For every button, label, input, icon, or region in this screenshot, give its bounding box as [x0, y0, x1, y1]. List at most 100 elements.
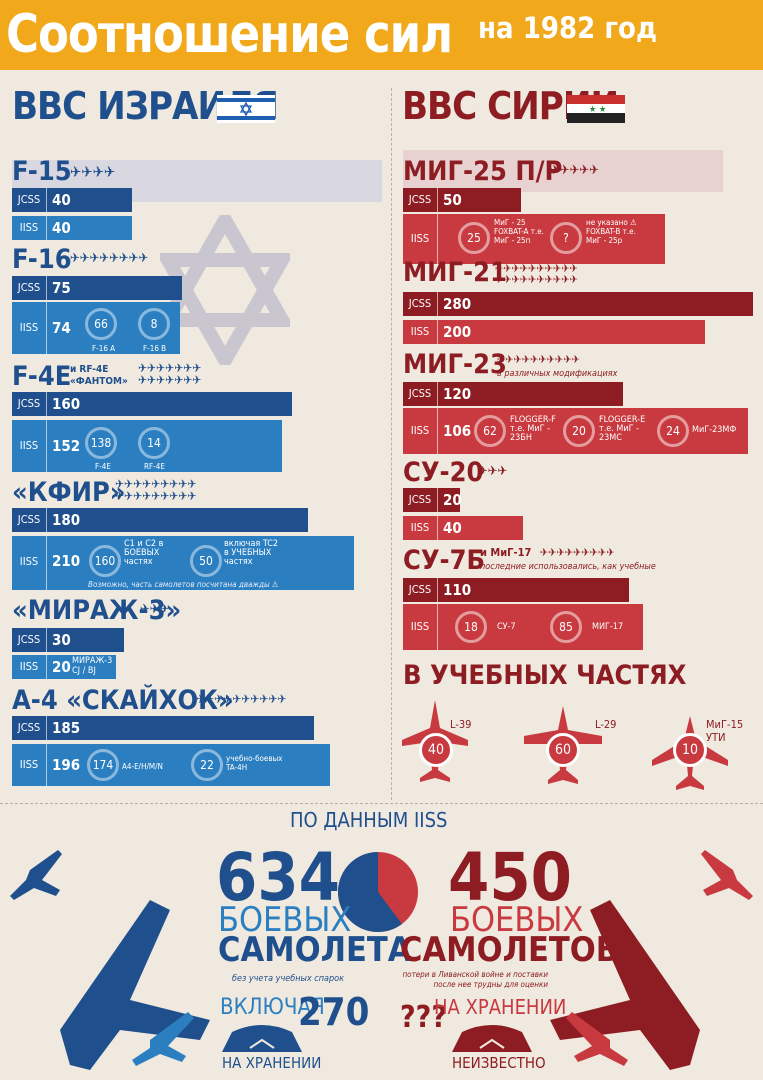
mig21-jcss-bar: JCSS 280 [403, 292, 753, 316]
a4-label: A4-E/H/M/N [122, 762, 163, 771]
mig23-jcss-bar: JCSS 120 [403, 382, 623, 406]
a4-iiss-bar: IISS 196 [12, 744, 330, 786]
section-divider [0, 803, 763, 804]
mig23-title: МИГ-23 [403, 349, 507, 380]
mig23mf-label: МиГ-23МФ [692, 425, 737, 435]
mig23-suffix: в различных модификациях [497, 369, 618, 379]
israel-storage-label: НА ХРАНЕНИИ [222, 1054, 322, 1072]
f16-title: F-16 [12, 244, 72, 275]
f4e-jets-icon: ✈✈✈✈✈✈✈ ✈✈✈✈✈✈✈ [138, 361, 202, 387]
l29-label: L-29 [595, 718, 617, 731]
su7b-iiss-bar: IISS [403, 604, 643, 650]
mirage-jcss-bar: JCSS 30 [12, 628, 124, 652]
page-year: на 1982 год [478, 11, 658, 45]
su7b-jets-icon: ✈✈✈✈✈✈✈✈✈ [540, 546, 615, 559]
a4-title: А-4 «СКАЙХОК» [12, 685, 234, 716]
syria-flag-icon: ★ ★ [567, 95, 625, 123]
syria-total: 450 [448, 839, 572, 916]
column-divider [391, 88, 392, 800]
svg-text:★: ★ [589, 105, 596, 115]
f4e-jcss-bar: JCSS 160 [12, 392, 292, 416]
f16-jets-icon: ✈✈✈✈✈✈✈✈ [70, 251, 149, 266]
ta4-ring: 22 [191, 749, 223, 781]
mig23bn-label: FLOGGER-F т.е. МиГ - 23БН [510, 415, 556, 443]
mig23-jets-icon: ✈✈✈✈✈✈✈✈✈✈ [497, 353, 580, 366]
kfir-training-ring: 50 [190, 545, 222, 577]
kfir-iiss-bar: IISS 210 [12, 536, 354, 590]
mig17-ring: 85 [550, 611, 582, 643]
kfir-training-label: включая TC2 в УЧЕБНЫХ частях [224, 539, 279, 567]
l39-ring: 40 [419, 733, 453, 767]
mig21-jets-icon: ✈✈✈✈✈✈✈✈✈✈ ✈✈✈✈✈✈✈✈✈✈ [495, 262, 578, 286]
syria-word2: САМОЛЕТОВ [400, 930, 620, 970]
israel-storage: 270 [298, 990, 370, 1034]
syria-storage-head: НА ХРАНЕНИИ [434, 995, 567, 1019]
mig21-iiss-bar: IISS 200 [403, 320, 705, 344]
syria-storage-label: НЕИЗВЕСТНО [452, 1054, 546, 1072]
page-title: Соотношение сил [6, 3, 453, 65]
f4e-suffix: и RF-4E «ФАНТОМ» [70, 364, 128, 387]
kfir-jets-icon: ✈✈✈✈✈✈✈✈✈ ✈✈✈✈✈✈✈✈✈ [115, 477, 197, 503]
svg-text:★: ★ [599, 105, 606, 115]
a4-jets-icon: ✈✈✈✈✈✈✈✈✈✈ [196, 692, 287, 706]
israel-note: без учета учебных спарок [232, 974, 344, 984]
mig23ms-ring: 20 [563, 415, 595, 447]
summary-jets-icon [10, 850, 753, 1070]
kfir-combat-ring: 160 [89, 545, 121, 577]
mirage-jets-icon: ✈✈✈ [140, 602, 170, 617]
a4-ring: 174 [87, 749, 119, 781]
su7-label: СУ-7 [497, 622, 516, 632]
mig15-label: МиГ-15 УТИ [706, 718, 744, 744]
syria-hangar-icon [452, 1025, 532, 1052]
f4e-title: F-4E [12, 361, 72, 392]
kfir-note: Возможно, часть самолетов посчитана дваж… [88, 580, 279, 589]
rf4e-label: RF-4E [144, 462, 165, 471]
mig25-ghost-bar [403, 150, 723, 192]
rf4e-ring: 14 [138, 427, 170, 459]
l29-ring: 60 [546, 733, 580, 767]
mig25-jets-icon: ✈✈✈✈✈ [550, 163, 600, 178]
f15-iiss-bar: IISS 40 [12, 216, 132, 240]
f16b-label: F-16 B [143, 344, 167, 353]
ta4-label: учебно-боевых TA-4H [226, 754, 283, 772]
mig25-jcss-bar: JCSS 50 [403, 188, 521, 212]
mig23bn-ring: 62 [474, 415, 506, 447]
f4e-label: F-4E [95, 462, 111, 471]
mirage-sub-label: МИРАЖ-3 CJ / BJ [72, 656, 113, 676]
mig15-ring: 10 [673, 733, 707, 767]
mig25p-ring: 25 [458, 222, 490, 254]
mig25-title: МИГ-25 П/Р [403, 156, 563, 187]
mig23mf-ring: 24 [657, 415, 689, 447]
su20-jets-icon: ✈✈✈ [478, 464, 508, 479]
kfir-jcss-bar: JCSS 180 [12, 508, 308, 532]
israel-flag-icon [217, 95, 275, 123]
syria-note: потери в Ливанской войне и поставки посл… [402, 970, 548, 989]
su7b-title: СУ-7Б [403, 545, 486, 576]
summary-source: ПО ДАННЫМ IISS [290, 808, 448, 832]
kfir-combat-label: C1 и C2 в БОЕВЫХ частях [124, 539, 164, 567]
f16a-label: F-16 A [92, 344, 116, 353]
mig23ms-label: FLOGGER-E т.е. МиГ - 23МС [599, 415, 646, 443]
mirage-title: «МИРАЖ-3» [12, 595, 182, 626]
mig25r-ring: ? [550, 222, 582, 254]
f4e-ring: 138 [85, 427, 117, 459]
a4-jcss-bar: JCSS 185 [12, 716, 314, 740]
mig17-label: МИГ-17 [592, 622, 624, 632]
f16b-ring: 8 [138, 308, 170, 340]
f15-jcss-bar: JCSS 40 [12, 188, 132, 212]
israel-total: 634 [216, 839, 340, 916]
israel-word1: БОЕВЫХ [218, 900, 352, 940]
syria-storage: ??? [400, 1000, 447, 1035]
su20-title: СУ-20 [403, 457, 484, 488]
training-title: В УЧЕБНЫХ ЧАСТЯХ [403, 660, 687, 691]
israel-hangar-icon [222, 1025, 302, 1052]
mig25r-label: не указано ⚠ FOXBAT-B т.е. МиГ - 25р [586, 218, 637, 245]
israel-word2: САМОЛЕТА [218, 930, 412, 970]
su7b-suffix: и МиГ-17 [480, 546, 532, 559]
su20-iiss-bar: IISS 40 [403, 516, 523, 540]
su7b-suffix2: последние использовались, как учебные [480, 562, 656, 572]
header-bar [0, 0, 763, 70]
f16-jcss-bar: JCSS 75 [12, 276, 182, 300]
mig25p-label: МиГ - 25 FOXBAT-A т.е. МиГ - 25п [494, 218, 544, 245]
mig25-iiss-bar: IISS [403, 214, 665, 264]
